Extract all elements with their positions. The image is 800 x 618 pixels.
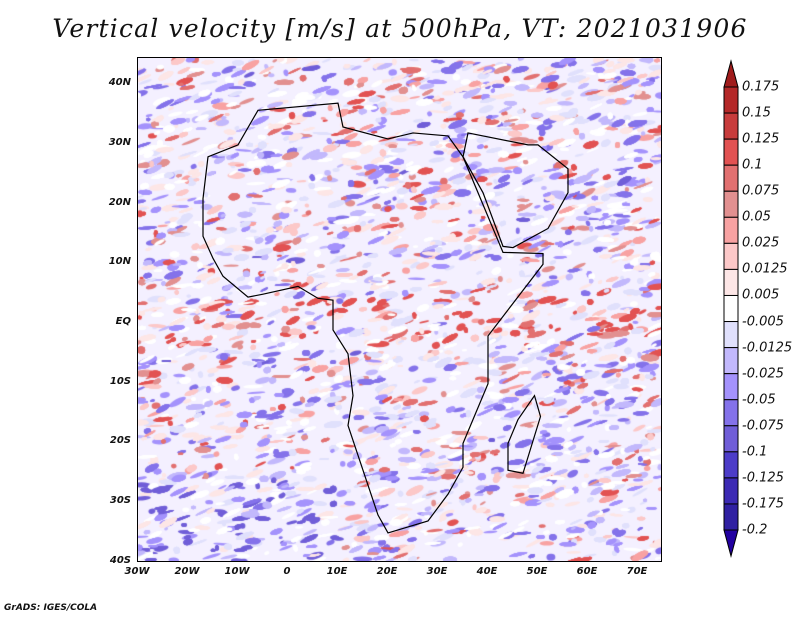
lon-tick-label: 50E (526, 566, 548, 577)
lon-tick-label: 20E (376, 566, 398, 577)
plot-title: Vertical velocity [m/s] at 500hPa, VT: 2… (52, 14, 748, 43)
lon-tick-label: 10W (224, 566, 250, 577)
colorbar-swatch (723, 503, 739, 531)
lat-tick-label: 30N (108, 136, 131, 148)
lon-tick-label: 20W (174, 566, 200, 577)
map-plot-area (137, 57, 662, 562)
lat-tick-label: 10N (108, 256, 131, 268)
colorbar-swatch (723, 138, 739, 166)
colorbar-label: 0.175 (742, 79, 780, 95)
lat-tick-label: EQ (115, 316, 131, 327)
colorbar-top-arrow (723, 59, 739, 88)
lat-tick-label: 40N (108, 77, 131, 89)
colorbar-label: 0.05 (742, 209, 771, 225)
colorbar-swatch (723, 399, 739, 427)
lon-tick-label: 40E (476, 566, 498, 577)
colorbar-swatch (723, 216, 739, 244)
colorbar-label: -0.2 (742, 522, 768, 538)
lat-tick-label: 20N (108, 196, 131, 208)
colorbar-label: 0.005 (742, 287, 780, 303)
colorbar-label: 0.125 (742, 131, 780, 147)
africa-coastline (202, 102, 544, 534)
colorbar-swatch (723, 451, 739, 479)
colorbar-swatch (723, 373, 739, 401)
colorbar-bottom-arrow (723, 529, 739, 558)
colorbar-label: -0.1 (742, 444, 768, 460)
colorbar-swatch (723, 425, 739, 453)
colorbar-label: -0.05 (742, 392, 776, 408)
colorbar-swatch (723, 294, 739, 323)
colorbar-label: -0.125 (742, 470, 784, 486)
colorbar-label: -0.005 (742, 314, 784, 330)
colorbar-swatch (723, 86, 739, 114)
arabia-coastline (462, 132, 569, 249)
lat-tick-label: 10S (109, 375, 131, 387)
colorbar-label: -0.075 (742, 418, 784, 434)
lon-tick-label: 30E (426, 566, 448, 577)
colorbar-swatch (723, 190, 739, 218)
colorbar-label: -0.175 (742, 496, 784, 512)
colorbar-swatch (723, 321, 739, 349)
coastlines-borders (202, 102, 569, 534)
colorbar-label: 0.15 (742, 105, 771, 121)
credit-text: GrADS: IGES/COLA (4, 603, 98, 613)
colorbar-swatch (723, 112, 739, 140)
lat-tick-label: 30S (109, 495, 131, 507)
colorbar-label: 0.0125 (742, 261, 788, 277)
colorbar-swatch (723, 268, 739, 296)
colorbar-label: 0.025 (742, 235, 780, 251)
colorbar-label: 0.075 (742, 183, 780, 199)
colorbar-swatch (723, 347, 739, 375)
lon-tick-label: 70E (626, 566, 648, 577)
lat-tick-label: 20S (109, 435, 131, 447)
madagascar-coastline (507, 394, 542, 474)
colorbar-swatch (723, 164, 739, 192)
colorbar-label: 0.1 (742, 157, 763, 173)
colorbar-swatch (723, 477, 739, 505)
lon-tick-label: 10E (326, 566, 348, 577)
lon-tick-label: 30W (124, 566, 150, 577)
lon-tick-label: 60E (576, 566, 598, 577)
colorbar-swatch (723, 242, 739, 270)
lon-tick-label: 0 (283, 566, 291, 577)
lat-tick-label: 40S (109, 554, 131, 566)
colorbar-label: -0.0125 (742, 340, 793, 356)
colorbar-label: -0.025 (742, 366, 784, 382)
vertical-velocity-field (138, 58, 661, 561)
